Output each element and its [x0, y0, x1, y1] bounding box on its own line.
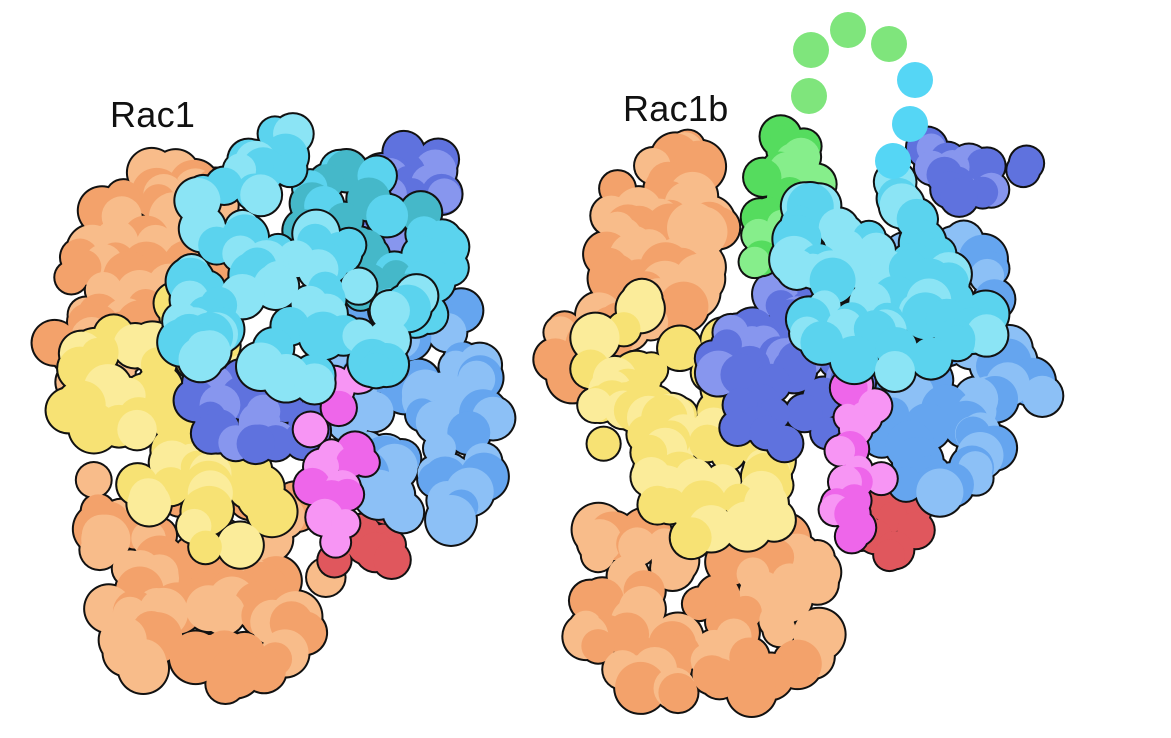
red-patch-atom	[373, 541, 410, 579]
cyan-domain-atom	[273, 152, 307, 187]
cyan-domain-atom	[370, 290, 410, 331]
cyan-domain-atom	[253, 264, 299, 310]
loop-dot	[897, 62, 933, 98]
magenta-ligand-atom	[865, 463, 897, 495]
yellow-domain-atom	[247, 486, 297, 537]
indigo-mid-domain-atom	[766, 425, 803, 462]
orange-lower-domain-atom	[80, 530, 120, 570]
cyan-domain-atom	[910, 337, 952, 379]
orange-lower-domain-atom	[201, 591, 246, 635]
cyan-domain-atom	[965, 314, 1008, 356]
orange-lower-domain-atom	[658, 673, 698, 713]
loop-dot	[892, 106, 928, 142]
cyan-domain-atom	[240, 174, 282, 216]
orange-lower-domain-atom	[727, 667, 777, 717]
red-patch-atom	[874, 539, 905, 571]
orange-lower-domain-atom	[206, 664, 245, 704]
yellow-domain-atom	[670, 517, 712, 559]
green-insert-atom	[739, 246, 770, 278]
blue-domain-atom	[426, 495, 476, 545]
cyan-domain-atom	[830, 335, 878, 384]
indigo-lower-domain-atom	[236, 424, 276, 464]
blue-domain-atom	[916, 468, 964, 516]
teal-domain-atom	[366, 194, 409, 237]
cyan-domain-atom	[874, 350, 915, 392]
yellow-domain-atom	[578, 388, 613, 422]
orange-lower-domain-atom	[763, 613, 796, 647]
rac1b-molecule	[532, 114, 1065, 719]
yellow-domain-atom	[722, 501, 772, 551]
cyan-domain-atom	[299, 311, 347, 360]
magenta-ligand-atom	[835, 520, 868, 553]
yellow-domain-atom	[217, 522, 263, 568]
magenta-ligand-atom	[825, 435, 856, 466]
blue-domain-atom	[447, 411, 491, 455]
orange-lower-domain-atom	[581, 629, 615, 663]
loop-dot	[875, 143, 911, 179]
blue-domain-atom	[383, 492, 424, 533]
loop-dot	[830, 12, 866, 48]
orange-domain-atom	[55, 261, 88, 294]
indigo-mid-domain-atom	[785, 394, 823, 432]
cyan-domain-atom	[178, 337, 223, 382]
rac1-molecule	[30, 112, 517, 706]
blue-domain-atom	[1022, 375, 1063, 416]
magenta-ligand-atom	[321, 527, 351, 557]
orange-lower-domain-atom	[118, 643, 169, 694]
indigo-domain	[904, 125, 1046, 218]
orange-domain	[532, 128, 742, 405]
yellow-domain-atom	[72, 407, 116, 451]
indigo-domain-atom	[940, 178, 978, 216]
yellow-domain-atom	[571, 313, 620, 362]
cyan-domain-atom	[294, 363, 335, 404]
yellow-domain-atom	[587, 427, 620, 460]
magenta-ligand-atom	[352, 449, 379, 476]
rac1-label: Rac1	[110, 94, 196, 135]
magenta-ligand-atom	[293, 412, 328, 447]
yellow-domain-atom	[658, 326, 702, 371]
cyan-domain-atom	[358, 352, 394, 388]
yellow-domain-atom	[117, 409, 157, 450]
indigo-mid-domain-atom	[720, 410, 755, 446]
cyan-domain	[156, 112, 440, 406]
yellow-domain-atom	[127, 481, 171, 526]
loop-dot	[793, 32, 829, 68]
orange-lower-domain-atom	[615, 661, 667, 713]
magenta-ligand-atom	[321, 390, 356, 426]
yellow-domain-atom	[189, 530, 222, 564]
orange-lower-domain-atom	[569, 580, 611, 621]
insert-loop-dots	[791, 12, 933, 179]
yellow-domain	[44, 273, 299, 570]
rac1b-label: Rac1b	[623, 88, 729, 129]
orange-lower-domain-atom	[682, 587, 716, 621]
loop-dot	[871, 26, 907, 62]
orange-lower-domain-atom	[76, 463, 111, 497]
indigo-domain-atom	[1007, 154, 1040, 187]
cyan-domain	[768, 159, 1011, 394]
loop-dot	[791, 78, 827, 114]
orange-lower-domain-atom	[581, 538, 615, 572]
cyan-domain-atom	[341, 268, 377, 304]
magenta-ligand	[817, 364, 899, 555]
